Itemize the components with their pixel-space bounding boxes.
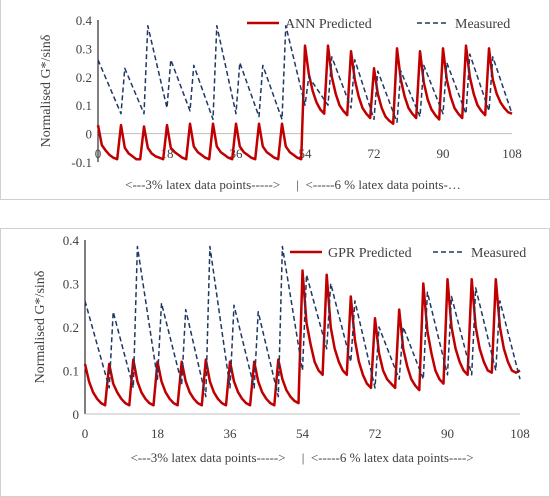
x-tick-label: 72 <box>369 426 382 441</box>
x-axis-label: <---3% latex data points-----> | <-----6… <box>130 450 473 465</box>
chart-panel-gpr: 0 0.1 0.2 0.3 0.4 0 18 36 54 72 90 108 Normalised G*… <box>0 228 550 497</box>
x-tick-label: 0 <box>95 146 102 161</box>
y-tick-label: 0.3 <box>76 41 92 56</box>
x-tick-label: 108 <box>510 426 530 441</box>
y-tick-label: 0.2 <box>63 320 79 335</box>
x-tick-label: 18 <box>151 426 164 441</box>
chart-svg-gpr: 0 0.1 0.2 0.3 0.4 0 18 36 54 72 90 108 Normalised G*… <box>33 233 530 465</box>
y-tick-label: 0.1 <box>76 98 92 113</box>
x-tick-label: 72 <box>368 146 381 161</box>
legend-label: Measured <box>455 17 510 32</box>
x-axis-label: <---3% latex data points-----> | <-----6… <box>125 177 461 192</box>
legend-label: ANN Predicted <box>285 17 372 32</box>
y-axis-label: Normalised G*/sinδ <box>39 34 54 147</box>
y-tick-label: 0.3 <box>63 277 79 292</box>
y-axis-label: Normalised G*/sinδ <box>33 270 48 383</box>
chart-svg-ann: -0.100.10.20.30.40 18 36 54 72 90 108Normalise… <box>39 13 522 192</box>
x-tick-label: 54 <box>296 426 310 441</box>
x-tick-label: 108 <box>502 146 522 161</box>
legend-label: Measured <box>471 246 526 261</box>
chart-panel-ann: -0.1 0 0.1 0.2 0.3 0.4 0 18 36 54 72 90 108 Normalise… <box>0 0 550 200</box>
y-tick-label: 0.4 <box>63 233 80 248</box>
x-tick-label: 0 <box>82 426 89 441</box>
y-tick-label: 0 <box>73 407 80 422</box>
x-tick-label: 90 <box>441 426 454 441</box>
legend-label: GPR Predicted <box>328 246 412 261</box>
series-line-predicted <box>83 269 521 407</box>
series-line-measured <box>84 245 521 398</box>
y-tick-label: 0.1 <box>63 364 79 379</box>
y-tick-label: -0.1 <box>71 155 92 170</box>
series-line-measured <box>97 24 513 123</box>
x-tick-label: 36 <box>224 426 238 441</box>
y-tick-label: 0.2 <box>76 70 92 85</box>
y-tick-label: 0.4 <box>76 13 93 28</box>
x-tick-label: 90 <box>437 146 450 161</box>
series-line-predicted <box>96 44 513 161</box>
y-tick-label: 0 <box>86 127 93 142</box>
